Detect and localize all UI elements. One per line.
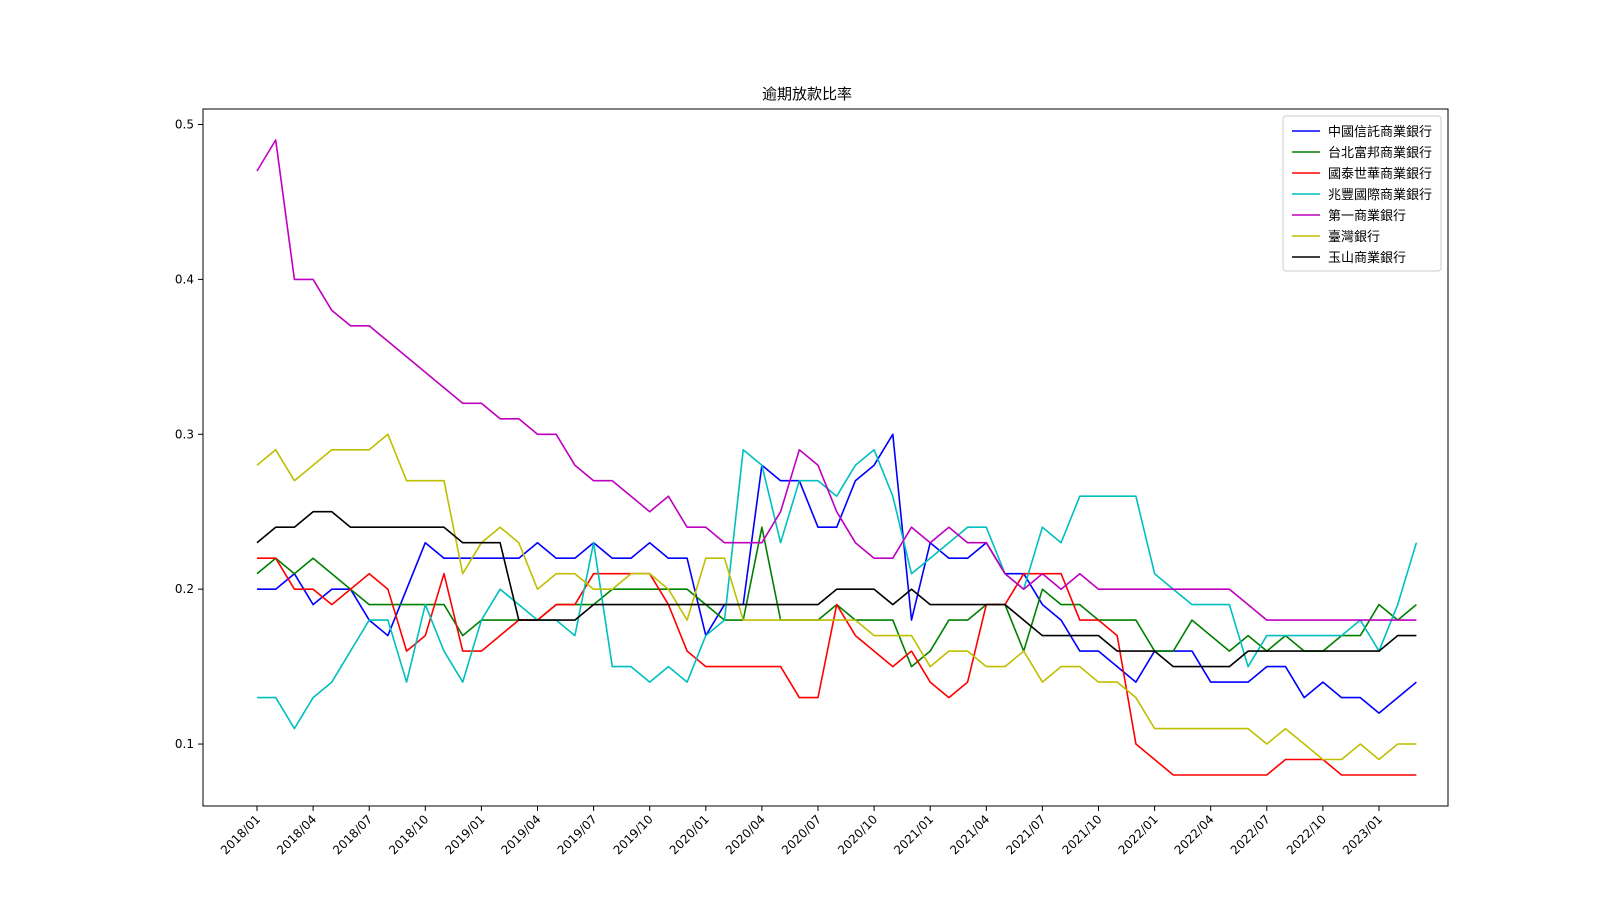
x-tick-label: 2018/01	[218, 812, 263, 857]
chart-title: 逾期放款比率	[762, 85, 852, 103]
series-line-5	[256, 139, 1417, 621]
legend-label: 玉山商業銀行	[1328, 250, 1406, 266]
series-layer	[256, 139, 1418, 776]
legend-label: 中國信託商業銀行	[1328, 124, 1432, 140]
legend-label: 第一商業銀行	[1328, 208, 1406, 224]
x-tick-label: 2022/10	[1284, 812, 1329, 857]
x-tick-label: 2020/04	[723, 812, 768, 857]
x-tick-label: 2018/10	[386, 812, 431, 857]
legend: 中國信託商業銀行台北富邦商業銀行國泰世華商業銀行兆豐國際商業銀行第一商業銀行臺灣…	[1282, 115, 1442, 272]
y-tick-label: 0.2	[175, 582, 194, 596]
x-tick-label: 2022/04	[1172, 812, 1217, 857]
y-axis: 0.1 0.2 0.3 0.4 0.5	[175, 117, 203, 751]
series-line-4	[257, 448, 1418, 730]
y-tick-label: 0.5	[175, 117, 194, 131]
x-tick-label: 2019/07	[555, 812, 600, 857]
x-tick-label: 2019/01	[442, 812, 487, 857]
x-tick-label: 2019/04	[498, 812, 543, 857]
x-tick-label: 2018/07	[330, 812, 375, 857]
x-tick-label: 2020/10	[835, 812, 880, 857]
y-tick-label: 0.1	[175, 737, 194, 751]
series-line-6	[256, 433, 1417, 761]
x-tick-label: 2018/04	[274, 812, 319, 857]
legend-label: 臺灣銀行	[1328, 230, 1380, 245]
y-tick-label: 0.3	[175, 427, 194, 441]
legend-label: 台北富邦商業銀行	[1328, 145, 1432, 161]
x-tick-label: 2022/07	[1228, 812, 1273, 857]
x-tick-label: 2022/01	[1116, 812, 1161, 857]
plot-frame	[202, 108, 1449, 807]
x-tick-label: 2021/01	[891, 812, 936, 857]
x-tick-label: 2021/07	[1003, 812, 1048, 857]
x-tick-label: 2019/10	[611, 812, 656, 857]
x-tick-label: 2021/10	[1059, 812, 1104, 857]
x-tick-label: 2020/07	[779, 812, 824, 857]
legend-label: 國泰世華商業銀行	[1328, 166, 1432, 182]
series-line-3	[257, 557, 1417, 776]
legend-box	[1282, 115, 1442, 272]
x-tick-label: 2020/01	[667, 812, 712, 857]
series-line-7	[256, 510, 1417, 668]
x-tick-label: 2021/04	[947, 812, 992, 857]
legend-label: 兆豐國際商業銀行	[1328, 187, 1432, 203]
x-tick-label: 2023/01	[1340, 812, 1385, 857]
y-tick-label: 0.4	[175, 272, 194, 286]
x-axis: 2018/01 2018/04 2018/07 2018/10 2019/01 2019/…	[218, 806, 1385, 857]
series-line-1	[257, 433, 1417, 714]
